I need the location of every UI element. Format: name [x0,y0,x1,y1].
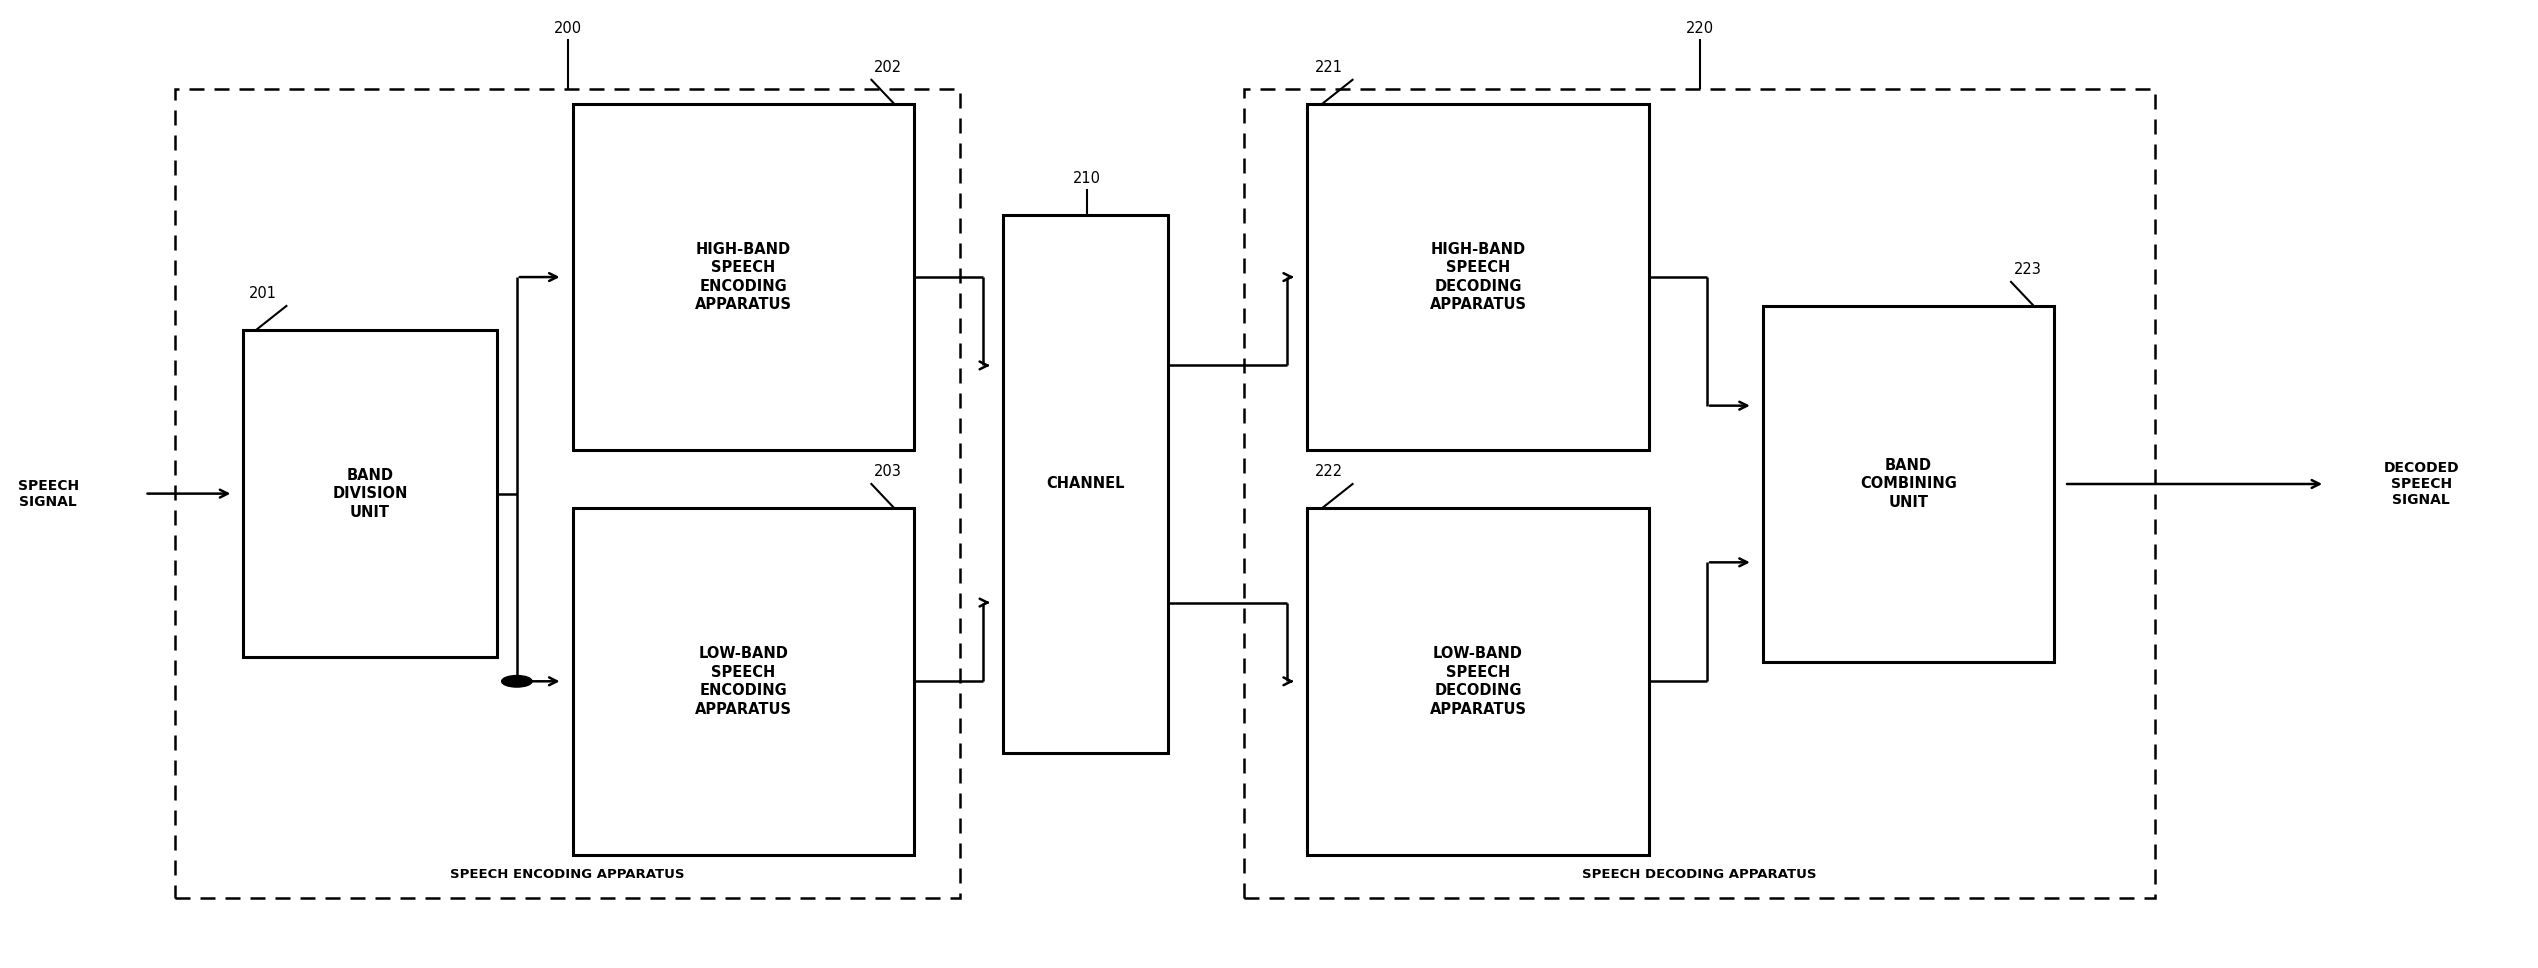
Text: SPEECH DECODING APPARATUS: SPEECH DECODING APPARATUS [1581,867,1817,881]
Text: HIGH-BAND
SPEECH
ENCODING
APPARATUS: HIGH-BAND SPEECH ENCODING APPARATUS [695,242,792,313]
Text: 203: 203 [873,465,901,479]
Text: CHANNEL: CHANNEL [1046,476,1124,492]
Text: SPEECH
SIGNAL: SPEECH SIGNAL [18,478,79,509]
Bar [574,104,914,450]
Bar [1307,104,1650,450]
Text: 221: 221 [1315,60,1343,75]
Bar [244,330,497,657]
Bar [574,508,914,855]
Bar [1003,215,1167,753]
Bar [1244,89,2155,898]
Text: SPEECH ENCODING APPARATUS: SPEECH ENCODING APPARATUS [449,867,685,881]
Text: 223: 223 [2013,262,2041,277]
Text: 222: 222 [1315,465,1343,479]
Bar [1307,508,1650,855]
Text: 210: 210 [1074,170,1101,186]
Circle shape [503,676,533,687]
Bar [1764,306,2053,662]
Text: 200: 200 [553,21,581,37]
Text: 202: 202 [873,60,901,75]
Text: DECODED
SPEECH
SIGNAL: DECODED SPEECH SIGNAL [2383,461,2459,507]
Text: 220: 220 [1685,21,1713,37]
Bar [175,89,959,898]
Text: LOW-BAND
SPEECH
ENCODING
APPARATUS: LOW-BAND SPEECH ENCODING APPARATUS [695,646,792,716]
Text: 201: 201 [249,287,277,301]
Text: HIGH-BAND
SPEECH
DECODING
APPARATUS: HIGH-BAND SPEECH DECODING APPARATUS [1429,242,1525,313]
Text: BAND
DIVISION
UNIT: BAND DIVISION UNIT [332,468,409,520]
Text: BAND
COMBINING
UNIT: BAND COMBINING UNIT [1860,458,1957,510]
Text: LOW-BAND
SPEECH
DECODING
APPARATUS: LOW-BAND SPEECH DECODING APPARATUS [1429,646,1525,716]
